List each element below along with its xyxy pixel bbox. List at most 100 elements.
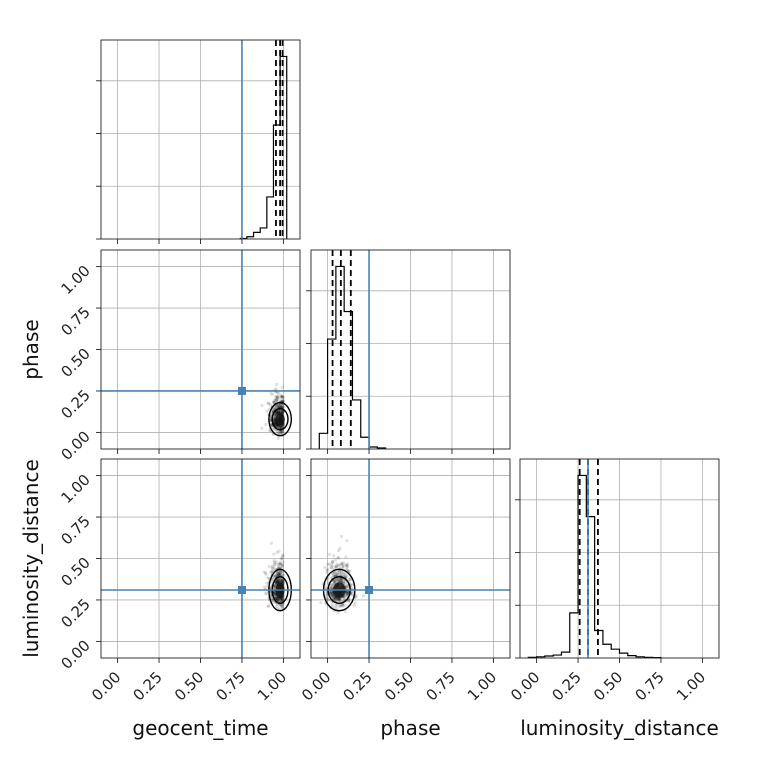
x-tick-label: 1.00 <box>254 668 290 704</box>
sample-point <box>339 577 343 581</box>
sample-point <box>343 603 347 607</box>
sample-point <box>274 594 278 598</box>
sample-point <box>275 395 279 400</box>
sample-point <box>270 566 274 571</box>
sample-point <box>334 565 339 569</box>
sample-point <box>273 583 277 587</box>
sample-point <box>272 559 276 563</box>
sample-point <box>336 572 340 576</box>
sample-point <box>278 404 282 408</box>
panel-frame <box>100 458 301 659</box>
sample-point <box>347 598 351 603</box>
sample-point <box>276 598 280 602</box>
sample-point <box>276 579 280 583</box>
sample-point <box>275 578 280 582</box>
sample-point <box>278 571 282 575</box>
sample-point <box>271 407 275 412</box>
sample-point <box>275 398 279 402</box>
sample-point <box>270 570 274 574</box>
y-tick-label: 0.25 <box>57 595 93 631</box>
sample-point <box>344 575 349 579</box>
sample-point <box>270 598 274 602</box>
sample-point <box>344 573 348 578</box>
sample-point <box>278 597 282 602</box>
sample-point <box>326 598 330 602</box>
sample-point <box>266 401 270 405</box>
sample-point <box>274 398 278 403</box>
sample-point <box>267 564 271 569</box>
sample-point <box>333 596 338 600</box>
sample-point <box>279 599 283 603</box>
sample-point <box>274 411 278 415</box>
sample-point <box>327 562 331 566</box>
sample-point <box>330 591 334 595</box>
sample-point <box>333 580 337 585</box>
y-tick-label: 1.00 <box>57 262 93 298</box>
sample-point <box>334 596 338 600</box>
sample-point <box>340 577 344 581</box>
sample-point <box>280 394 284 398</box>
sample-point <box>275 604 279 608</box>
sample-point <box>279 431 283 435</box>
scatter-panel-phase-luminosity_distance <box>306 458 511 663</box>
sample-point <box>329 590 333 595</box>
sample-point <box>272 576 276 580</box>
sample-point <box>280 604 284 608</box>
sample-point <box>343 580 347 584</box>
sample-point <box>280 570 285 574</box>
sample-point <box>274 574 278 578</box>
sample-point <box>274 581 279 585</box>
sample-point <box>279 577 284 581</box>
sample-point <box>281 596 285 600</box>
sample-point <box>346 592 350 596</box>
sample-point <box>278 409 282 414</box>
truth-marker <box>237 586 246 595</box>
sample-point <box>272 398 277 403</box>
sample-point <box>278 596 282 600</box>
sample-point <box>333 596 337 600</box>
sample-point <box>276 573 280 577</box>
sample-point <box>278 571 282 575</box>
y-tick-label: 0.25 <box>57 386 93 422</box>
sample-point <box>324 593 328 597</box>
sample-point <box>273 414 277 418</box>
sample-point <box>275 572 279 576</box>
sample-point <box>339 534 344 539</box>
sample-point <box>275 580 279 584</box>
sample-point <box>333 595 337 599</box>
sample-point <box>331 574 336 578</box>
sample-point <box>276 410 280 414</box>
sample-point <box>333 595 337 600</box>
y-tick-label: 1.00 <box>57 471 93 507</box>
sample-point <box>276 606 280 610</box>
hist-panel-luminosity_distance <box>515 458 720 663</box>
sample-point <box>280 553 285 557</box>
sample-point <box>355 594 359 598</box>
sample-point <box>274 396 278 401</box>
sample-point <box>339 562 343 566</box>
hist-panel-geocent_time <box>96 39 301 244</box>
sample-point <box>274 581 278 586</box>
sample-point <box>280 398 285 403</box>
sample-point <box>362 594 366 598</box>
sample-point <box>345 590 349 594</box>
sample-point <box>336 555 340 560</box>
sample-point <box>279 405 284 409</box>
sample-point <box>277 425 281 429</box>
sample-point <box>278 572 282 576</box>
sample-point <box>278 577 282 582</box>
truth-marker <box>237 386 246 395</box>
sample-point <box>343 597 347 601</box>
sample-point <box>275 596 279 601</box>
sample-point <box>337 597 341 601</box>
sample-point <box>279 579 283 583</box>
y-tick-label: 0.75 <box>57 303 93 339</box>
x-tick-label: 1.00 <box>464 668 500 704</box>
sample-point <box>339 578 343 583</box>
sample-point <box>325 568 329 572</box>
sample-point <box>281 404 285 408</box>
sample-point <box>345 582 349 586</box>
sample-point <box>337 569 342 573</box>
sample-point <box>273 422 277 426</box>
